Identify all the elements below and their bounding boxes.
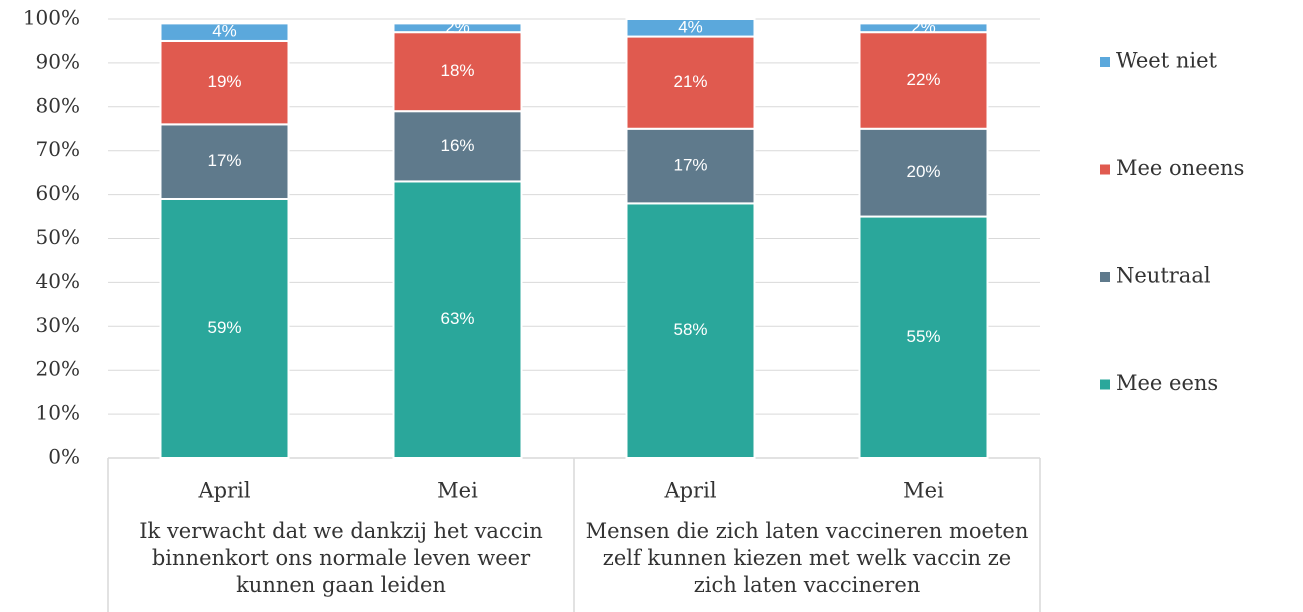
bar-segment <box>159 197 290 460</box>
data-label: 17% <box>207 151 241 170</box>
group-label: Mensen die zich laten vaccineren moeten … <box>585 519 1029 597</box>
bar-segment <box>159 123 290 200</box>
y-tick-label: 70% <box>36 137 80 161</box>
bar-segment <box>159 39 290 126</box>
data-label: 58% <box>673 320 707 339</box>
legend-label: Weet niet <box>1116 49 1218 73</box>
data-label: 63% <box>440 309 474 328</box>
y-tick-label: 50% <box>36 225 80 249</box>
bar-segment <box>858 215 989 459</box>
legend-label: Neutraal <box>1116 264 1211 288</box>
legend-swatch <box>1100 57 1110 67</box>
y-tick-label: 100% <box>23 6 80 30</box>
y-tick-label: 0% <box>48 445 80 469</box>
data-label: 4% <box>678 17 703 36</box>
legend-label: Mee eens <box>1116 371 1218 395</box>
data-label: 2% <box>445 17 470 36</box>
y-tick-label: 80% <box>36 93 80 117</box>
legend-swatch <box>1100 164 1110 175</box>
bar-segment <box>625 202 756 459</box>
data-label: 22% <box>906 70 940 89</box>
bar-segment <box>392 31 523 113</box>
y-tick-label: 10% <box>36 401 80 425</box>
x-tick-label: April <box>663 479 716 503</box>
bar-segment <box>625 35 756 130</box>
data-label: 4% <box>212 22 237 41</box>
x-tick-label: Mei <box>437 479 478 503</box>
data-label: 55% <box>906 327 940 346</box>
bar-segment <box>392 22 523 34</box>
x-tick-label: April <box>197 479 250 503</box>
y-tick-label: 30% <box>36 313 80 337</box>
data-label: 2% <box>911 17 936 36</box>
data-label: 17% <box>673 156 707 175</box>
y-tick-label: 40% <box>36 269 80 293</box>
y-tick-label: 20% <box>36 357 80 381</box>
data-label: 18% <box>440 61 474 80</box>
bar-segment <box>858 22 989 34</box>
y-tick-label: 60% <box>36 181 80 205</box>
data-label: 59% <box>207 318 241 337</box>
bar-segment <box>392 180 523 459</box>
legend-label: Mee oneens <box>1116 156 1244 180</box>
bar-segment <box>625 18 756 38</box>
data-label: 19% <box>207 72 241 91</box>
bar-segment <box>392 110 523 183</box>
legend-swatch <box>1100 272 1110 282</box>
data-label: 16% <box>440 136 474 155</box>
group-label: Ik verwacht dat we dankzij het vaccin bi… <box>139 519 543 597</box>
x-tick-label: Mei <box>903 479 944 503</box>
data-label: 21% <box>673 72 707 91</box>
bar-segment <box>159 22 290 42</box>
legend-swatch <box>1100 379 1110 390</box>
data-label: 20% <box>906 162 940 181</box>
bar-segment <box>858 127 989 218</box>
y-tick-label: 90% <box>36 49 80 73</box>
